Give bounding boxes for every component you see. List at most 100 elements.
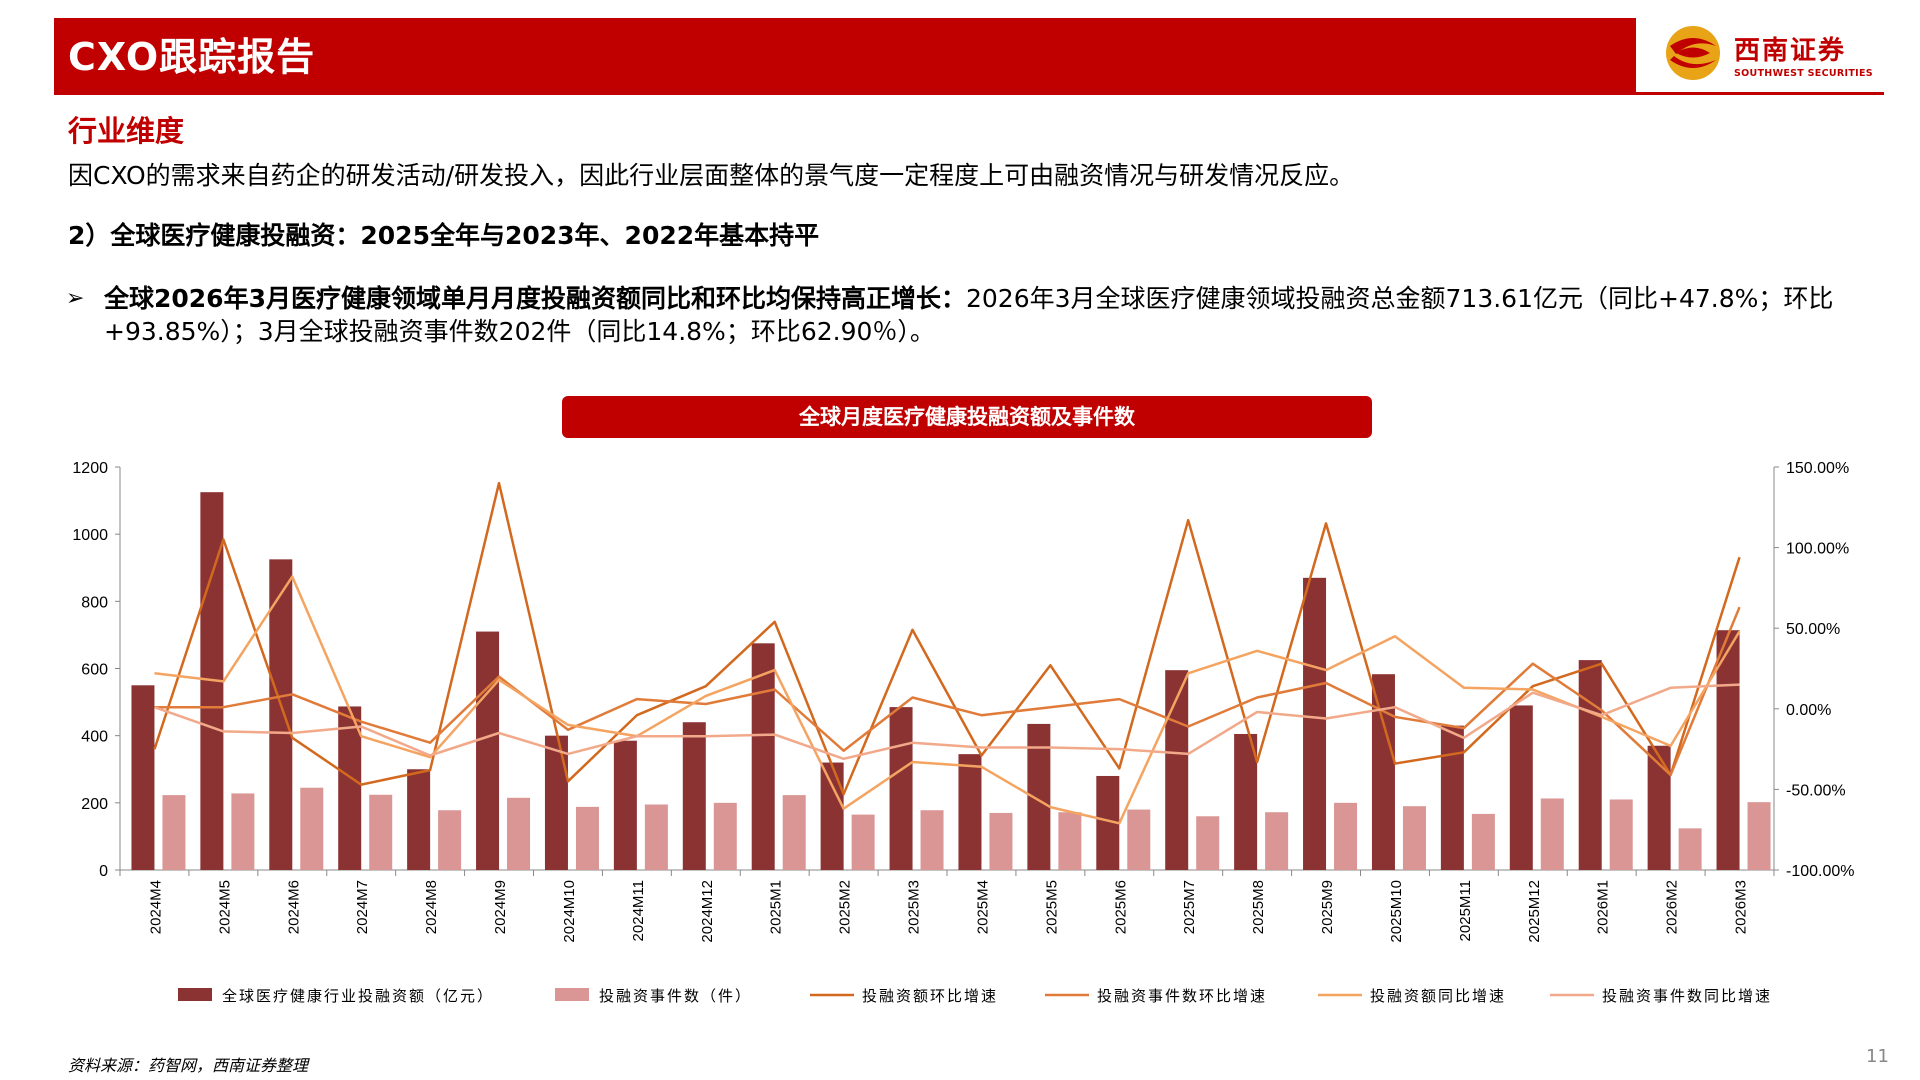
legend-label: 全球医疗健康行业投融资额（亿元） [222,987,494,1005]
count-bar [1747,802,1771,870]
legend-label: 投融资事件数环比增速 [1097,987,1267,1005]
right-tick-label: -50.00% [1786,782,1846,799]
x-tick-label: 2024M12 [699,880,716,943]
amount-bar [1578,660,1602,870]
page-title: CXO跟踪报告 [68,35,316,79]
count-bar [644,804,668,870]
x-tick-label: 2025M2 [837,880,854,934]
x-tick-label: 2026M1 [1595,880,1612,934]
amount-bar [269,559,293,870]
left-tick-label: 1200 [72,460,108,477]
count-bar [989,812,1013,870]
intro-text: 因CXO的需求来自药企的研发活动/研发投入，因此行业层面整体的景气度一定程度上可… [68,161,1355,190]
logo: 西南证券 SOUTHWEST SECURITIES [1636,18,1884,93]
x-tick-label: 2026M3 [1733,880,1750,934]
count-bar [1196,816,1220,870]
right-tick-label: 50.00% [1786,621,1840,638]
amount-bar [1027,723,1051,870]
count-bar [1402,806,1426,870]
amount-bar [751,643,775,870]
amount-bar [1716,630,1740,870]
amount-bar [407,769,431,870]
x-tick-label: 2025M4 [974,880,991,934]
legend-swatch [178,988,212,1001]
amount-bar [613,740,637,870]
x-tick-label: 2025M1 [768,880,785,934]
legend-label: 投融资事件数（件） [599,987,752,1005]
amount-bar [1371,674,1395,870]
amount-bar [476,631,500,870]
amount-bar [889,707,913,870]
amount-bar [1647,745,1671,870]
x-tick-label: 2024M9 [492,880,509,934]
bullet-bold-text: 全球2026年3月医疗健康领域单月月度投融资额同比和环比均保持高正增长： [104,284,966,313]
amount-bar [544,735,568,870]
amount-bar [338,706,362,870]
amount-bar [958,754,982,870]
count-bar [1471,813,1495,870]
count-mom-line [154,606,1741,777]
bullet-body-text: 2026年3月全球医疗健康领域投融资总金额713.61亿元（同比+47.8%；环… [104,284,1834,346]
page-number: 11 [1866,1046,1889,1067]
section-title: 行业维度 [68,114,185,148]
right-tick-label: 100.00% [1786,541,1849,558]
count-bar [162,795,186,870]
left-tick-label: 800 [81,594,108,611]
x-tick-label: 2025M6 [1112,880,1129,934]
left-tick-label: 0 [99,863,108,880]
amount-bar [1096,775,1120,870]
amount-yoy-line [154,575,1741,825]
amount-bar [820,762,844,870]
x-tick-label: 2025M10 [1388,880,1405,943]
bullet-arrow-icon: ➢ [66,286,85,311]
count-bar [713,802,737,870]
legend-swatch [555,988,589,1001]
count-bar [1540,798,1564,870]
x-tick-label: 2024M7 [354,880,371,934]
x-tick-label: 2024M8 [423,880,440,934]
right-tick-label: 0.00% [1786,702,1831,719]
x-tick-label: 2024M11 [630,880,647,941]
header-bar [54,18,1636,93]
logo-text-en: SOUTHWEST SECURITIES [1734,68,1873,79]
count-bar [782,795,806,870]
x-tick-label: 2024M4 [147,880,164,934]
left-tick-label: 1000 [72,527,108,544]
chart: 0 200 400 600 800 1000 1200 -100.00% -50.00% 0.00… [72,460,1855,1005]
amount-mom-line [153,481,1741,796]
x-tick-label: 2025M9 [1319,880,1336,934]
count-yoy-line [154,683,1740,761]
count-bar [851,814,875,870]
bullet-paragraph: 全球2026年3月医疗健康领域单月月度投融资额同比和环比均保持高正增长：2026… [104,282,1884,348]
count-bar [300,787,324,870]
x-tick-label: 2025M5 [1043,880,1060,934]
amount-bar [1509,705,1533,870]
count-bar [438,810,462,870]
amount-bar [1440,725,1464,870]
left-tick-label: 200 [81,796,108,813]
x-tick-label: 2025M12 [1526,880,1543,943]
source-note: 资料来源：药智网，西南证券整理 [68,1056,309,1075]
amount-bar [1303,577,1327,870]
subheading: 2）全球医疗健康投融资：2025全年与2023年、2022年基本持平 [68,221,820,250]
x-tick-label: 2024M6 [285,880,302,934]
amount-bar [682,722,706,870]
logo-emblem-icon [1666,26,1720,80]
legend-label: 投融资事件数同比增速 [1602,987,1772,1005]
x-tick-label: 2024M5 [216,880,233,934]
x-tick-label: 2024M10 [561,880,578,943]
count-bar [1334,802,1358,870]
logo-text-cn: 西南证券 [1734,36,1847,66]
count-bar [1127,809,1151,870]
right-tick-label: -100.00% [1786,863,1855,880]
count-bar [369,794,393,870]
x-tick-label: 2025M11 [1457,880,1474,941]
x-tick-label: 2026M2 [1664,880,1681,934]
header-underline [54,92,1884,95]
count-bar [1678,828,1702,870]
amount-bar [1234,733,1258,870]
count-bar [1609,799,1633,870]
count-bar [507,797,531,870]
right-tick-label: 150.00% [1786,460,1849,477]
count-bar [1058,812,1082,870]
